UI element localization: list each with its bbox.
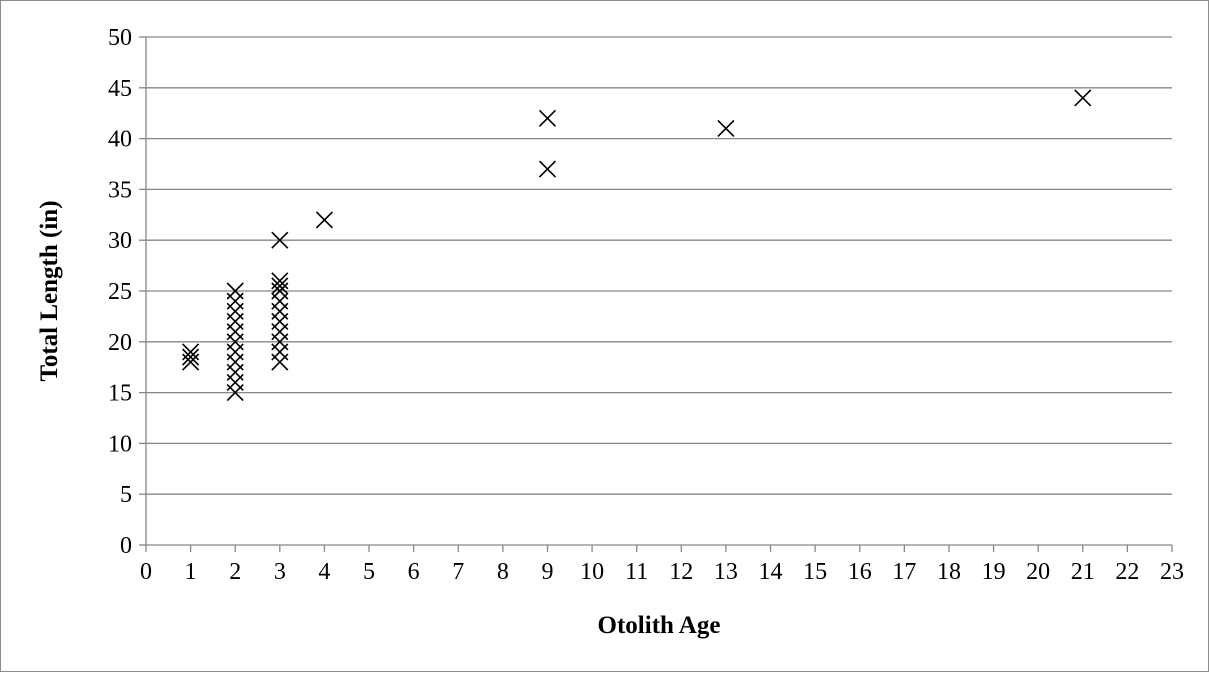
data-point [315,211,334,229]
data-point [271,277,289,295]
gridlines [146,36,1172,495]
x-tick-label-12: 12 [669,559,693,585]
x-tick-label-18: 18 [937,559,961,585]
x-tick-label-17: 17 [892,559,916,585]
y-tick-label-35: 35 [108,177,132,203]
y-axis-title: Total Length (in) [36,200,63,381]
x-tick-label-10: 10 [580,559,604,585]
x-tick-label-13: 13 [714,559,738,585]
x-tick-label-16: 16 [848,559,872,585]
y-tick-label-25: 25 [108,279,132,305]
x-tick-label-3: 3 [274,559,286,585]
data-point [271,231,289,249]
y-tick-label-5: 5 [120,482,132,508]
y-tick-labels: 0 5 10 15 20 25 30 35 40 45 50 [108,25,132,559]
y-tick-label-45: 45 [108,76,132,102]
x-tick-label-11: 11 [625,559,648,585]
x-tick-label-7: 7 [452,559,464,585]
x-tick-label-5: 5 [363,559,375,585]
data-point [182,343,200,361]
x-tick-label-9: 9 [541,559,553,585]
x-tick-label-23: 23 [1160,559,1184,585]
data-point [271,272,289,290]
x-tick-label-0: 0 [140,559,152,585]
data-point [538,109,557,127]
y-tick-label-40: 40 [108,127,132,153]
x-tick-label-14: 14 [759,559,783,585]
x-tick-label-20: 20 [1026,559,1050,585]
x-tick-label-21: 21 [1071,559,1095,585]
x-tick-label-4: 4 [318,559,330,585]
data-point [182,348,200,366]
y-tick-label-30: 30 [108,228,132,254]
x-tick-label-1: 1 [185,559,197,585]
data-point [226,282,244,300]
axes [139,36,1173,552]
data-points [182,89,1092,402]
x-tick-label-2: 2 [229,559,241,585]
y-tick-label-20: 20 [108,330,132,356]
x-tick-label-22: 22 [1115,559,1139,585]
y-tick-label-50: 50 [108,25,132,51]
data-point [538,160,557,178]
y-tick-label-15: 15 [108,381,132,407]
x-tick-labels: 0 1 2 3 4 5 6 7 8 9 10 11 12 13 14 15 16 17 18 19 20 21 22 23 [140,559,1184,585]
data-point [717,119,735,138]
x-tick-label-6: 6 [408,559,420,585]
x-axis-title: Otolith Age [598,612,721,639]
data-point [1074,89,1092,107]
y-tick-label-10: 10 [108,431,132,457]
x-tick-label-8: 8 [497,559,509,585]
x-tick-label-15: 15 [803,559,827,585]
y-tick-label-0: 0 [120,533,132,559]
x-tick-label-19: 19 [982,559,1006,585]
